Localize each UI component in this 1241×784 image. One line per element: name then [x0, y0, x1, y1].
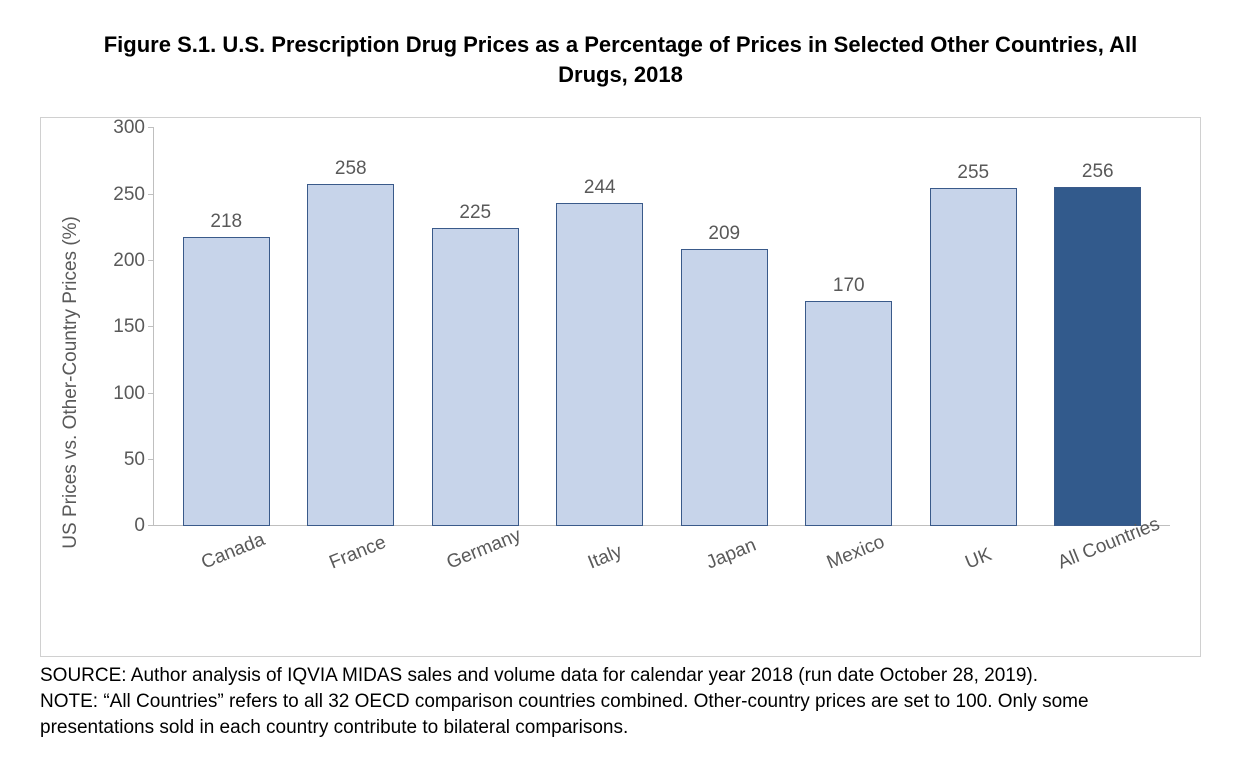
bar	[930, 188, 1017, 526]
plot-area: 218 258 225 244 209 170 255 256	[153, 128, 1170, 526]
bar	[183, 237, 270, 526]
y-tick-label: 250	[113, 184, 145, 206]
bar-slot: 225	[413, 128, 538, 526]
bar-slot: 209	[662, 128, 787, 526]
bar-value-label: 225	[459, 202, 491, 224]
bar	[556, 203, 643, 527]
y-tick-label: 200	[113, 250, 145, 272]
x-tick-label: Germany	[443, 525, 524, 575]
x-tick-label: Mexico	[824, 532, 888, 575]
bar-slot: 244	[538, 128, 663, 526]
y-tick-mark	[148, 260, 154, 261]
x-axis-labels: CanadaFranceGermanyItalyJapanMexicoUKAll…	[153, 526, 1170, 636]
bar-value-label: 244	[584, 177, 616, 199]
y-tick-mark	[148, 525, 154, 526]
bar	[1054, 187, 1141, 527]
y-tick-mark	[148, 326, 154, 327]
y-tick-label: 100	[113, 383, 145, 405]
bar	[805, 301, 892, 527]
x-tick-label: Italy	[585, 541, 626, 574]
y-axis-label: US Prices vs. Other-Country Prices (%)	[60, 216, 83, 549]
bar	[432, 228, 519, 527]
chart-footnote: SOURCE: Author analysis of IQVIA MIDAS s…	[40, 663, 1201, 740]
bar-slot: 218	[164, 128, 289, 526]
bar-value-label: 209	[708, 223, 740, 245]
y-tick-label: 300	[113, 117, 145, 139]
bar-value-label: 218	[210, 211, 242, 233]
y-tick-mark	[148, 127, 154, 128]
x-tick-label: France	[326, 532, 389, 575]
bar-slot: 170	[787, 128, 912, 526]
bar-value-label: 170	[833, 275, 865, 297]
x-tick-label: Canada	[199, 529, 269, 574]
x-tick-label: UK	[963, 544, 996, 574]
bar	[681, 249, 768, 526]
chart-title: Figure S.1. U.S. Prescription Drug Price…	[40, 30, 1201, 89]
bar-slot: 256	[1036, 128, 1161, 526]
y-tick-label: 150	[113, 316, 145, 338]
bar	[307, 184, 394, 526]
footnote-source: SOURCE: Author analysis of IQVIA MIDAS s…	[40, 663, 1201, 689]
bar-value-label: 258	[335, 158, 367, 180]
x-tick-label: Japan	[703, 535, 759, 575]
y-tick-label: 50	[124, 449, 145, 471]
y-tick-label: 0	[134, 515, 145, 537]
y-axis-ticks: 050100150200250300	[91, 128, 153, 526]
bar-slot: 255	[911, 128, 1036, 526]
bar-value-label: 256	[1082, 161, 1114, 183]
footnote-note: NOTE: “All Countries” refers to all 32 O…	[40, 689, 1201, 740]
bar-value-label: 255	[957, 162, 989, 184]
chart-container: US Prices vs. Other-Country Prices (%) 0…	[40, 117, 1201, 657]
bar-slot: 258	[289, 128, 414, 526]
y-tick-mark	[148, 459, 154, 460]
y-tick-mark	[148, 393, 154, 394]
y-tick-mark	[148, 194, 154, 195]
